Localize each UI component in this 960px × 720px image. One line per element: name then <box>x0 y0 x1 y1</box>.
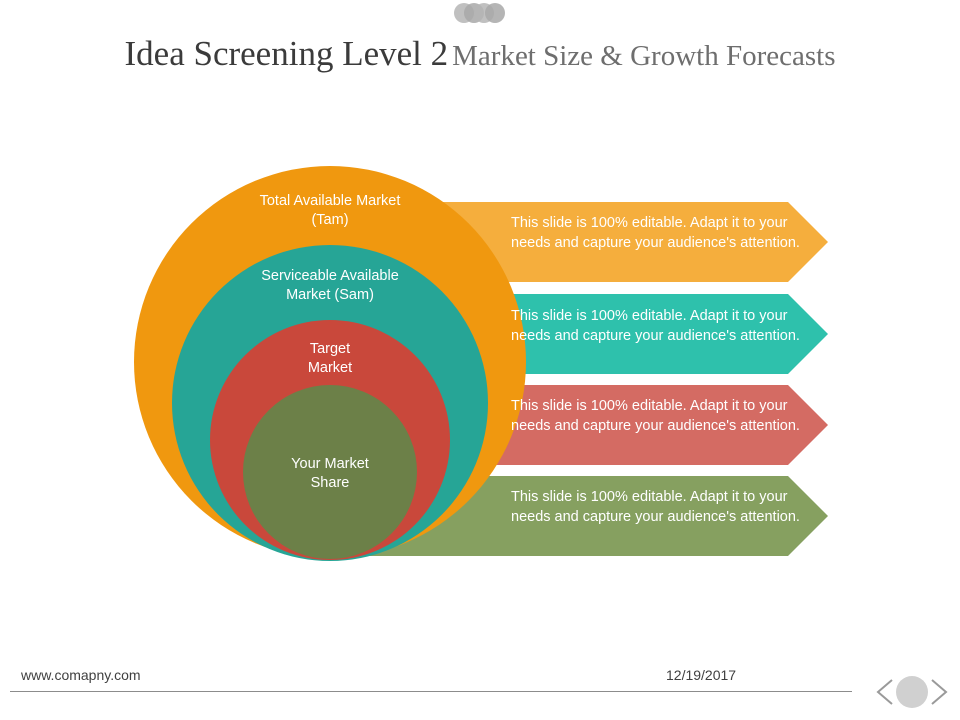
footer-date: 12/19/2017 <box>666 667 737 683</box>
description-sam: This slide is 100% editable. Adapt it to… <box>511 308 800 344</box>
description-share: This slide is 100% editable. Adapt it to… <box>511 489 800 525</box>
slide-navigation <box>874 676 950 708</box>
chevron-right-icon[interactable] <box>928 678 950 706</box>
label-share-text: Your Market Share <box>291 456 369 491</box>
chevron-left-icon[interactable] <box>874 678 896 706</box>
label-target-text: Target Market <box>307 341 353 376</box>
label-share: Your Market Share <box>260 455 400 493</box>
label-sam: Serviceable Available Market (Sam) <box>230 267 430 305</box>
label-sam-text: Serviceable Available Market (Sam) <box>261 268 399 303</box>
page-title: Idea Screening Level 2 Market Size & Gro… <box>0 34 960 74</box>
title-subtitle: Market Size & Growth Forecasts <box>452 40 836 72</box>
footer-website[interactable]: www.comapny.com <box>21 667 141 683</box>
circle-icon[interactable] <box>896 676 928 708</box>
circle-share <box>243 385 417 559</box>
label-tam-line1: Total Available Market (Tam) <box>259 193 401 228</box>
label-tam: Total Available Market (Tam) <box>230 192 430 230</box>
overlapping-circles-icon <box>454 3 505 23</box>
title-main: Idea Screening Level 2 <box>124 34 449 73</box>
label-target: Target Market <box>270 340 390 378</box>
description-tam: This slide is 100% editable. Adapt it to… <box>511 215 800 251</box>
footer-divider <box>10 691 852 692</box>
description-target: This slide is 100% editable. Adapt it to… <box>511 398 800 434</box>
